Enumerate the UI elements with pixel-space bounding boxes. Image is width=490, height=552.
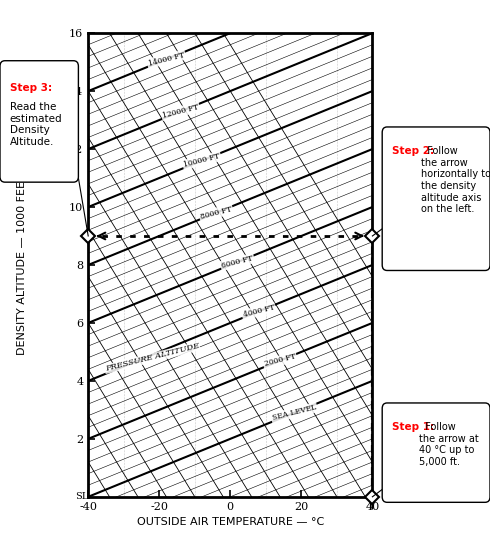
Text: 14000 FT: 14000 FT [147,51,185,67]
X-axis label: OUTSIDE AIR TEMPERATURE — °C: OUTSIDE AIR TEMPERATURE — °C [137,517,324,527]
Text: 4000 FT: 4000 FT [242,304,275,319]
Text: 8000 FT: 8000 FT [199,205,233,221]
Text: 6000 FT: 6000 FT [221,254,254,270]
Y-axis label: DENSITY ALTITUDE — 1000 FEET: DENSITY ALTITUDE — 1000 FEET [18,174,27,355]
Text: Step 1:: Step 1: [392,422,434,432]
Text: Follow
the arrow
horizontally to
the density
altitude axis
on the left.: Follow the arrow horizontally to the den… [421,146,490,214]
Text: 10000 FT: 10000 FT [183,152,221,169]
Text: SEA LEVEL: SEA LEVEL [271,404,317,422]
Text: 12000 FT: 12000 FT [162,103,199,120]
Text: Follow
the arrow at
40 °C up to
5,000 ft.: Follow the arrow at 40 °C up to 5,000 ft… [419,422,479,467]
Text: Step 3:: Step 3: [10,83,52,93]
Text: PRESSURE ALTITUDE: PRESSURE ALTITUDE [104,342,200,373]
Text: Read the
estimated
Density
Altitude.: Read the estimated Density Altitude. [10,102,62,147]
Text: Step 2:: Step 2: [392,146,434,156]
Text: SL: SL [75,492,88,501]
Text: 2000 FT: 2000 FT [264,353,296,368]
